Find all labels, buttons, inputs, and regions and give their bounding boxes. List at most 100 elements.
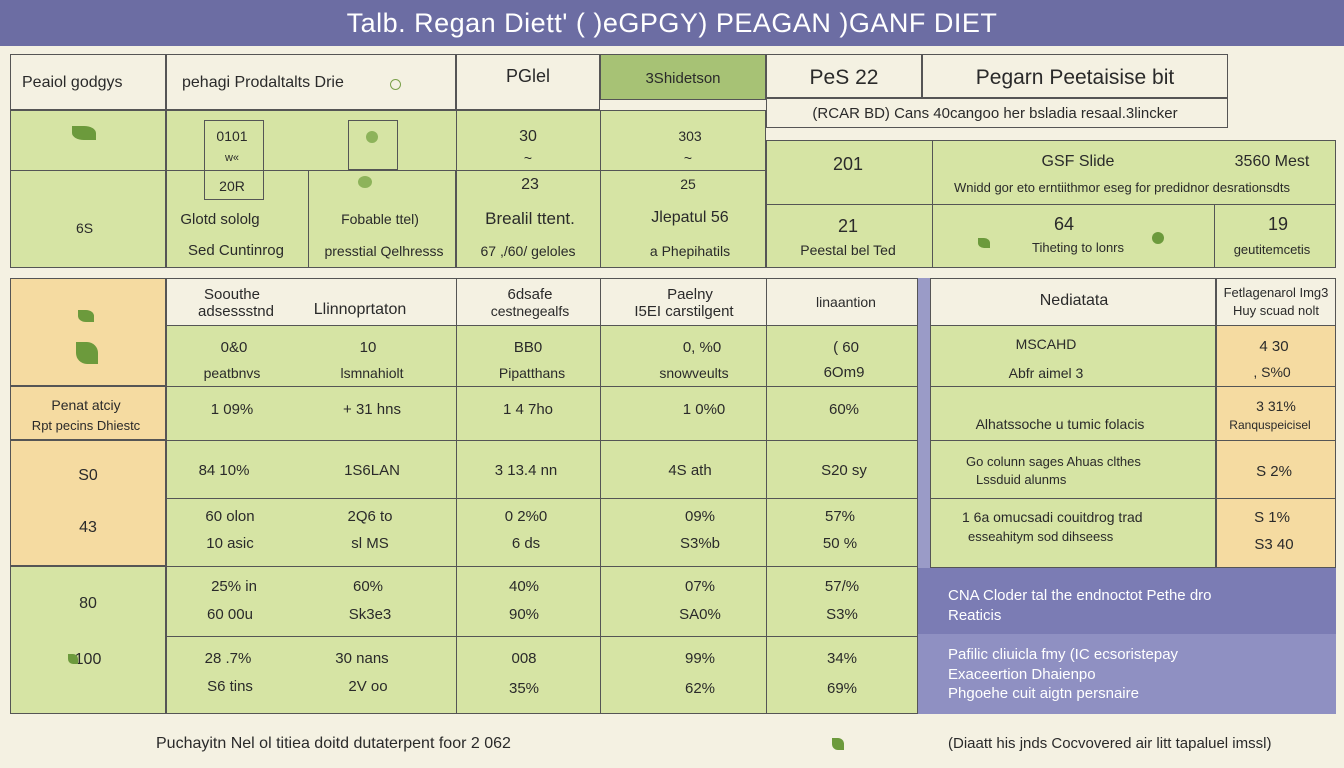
purple-panel-light	[918, 634, 1336, 714]
row-c-c7c: S3 40	[1254, 536, 1294, 553]
row-b-c7b: Ranquspeicisel	[1229, 418, 1311, 432]
row-d-c3a: 40%	[508, 578, 540, 595]
top-c3-c: 23	[521, 176, 539, 193]
top-c4-a: 303	[678, 128, 702, 144]
row-d-c1d: S6 tins	[207, 678, 253, 695]
top-c3-a: 30	[519, 128, 537, 145]
leaf-icon	[1152, 232, 1164, 244]
footer-right: (Diaatt his jnds Cocvovered air litt tap…	[948, 735, 1272, 752]
row-c-c3c: 6 ds	[511, 535, 541, 552]
row-c-label-b: 43	[79, 519, 97, 536]
top-header-cell-5	[766, 54, 922, 98]
row-d-label-a: 80	[79, 595, 97, 612]
row-c-c3a: 3 13.4 nn	[494, 462, 558, 479]
top-r1-e: 3560 Mest	[1234, 153, 1310, 170]
row-a-c2b: lsmnahiolt	[340, 365, 404, 381]
mid-header-1a: Soouthe	[204, 286, 260, 303]
main-grid	[166, 278, 918, 714]
row-c-label-a: S0	[78, 467, 98, 484]
row-c-c5c: 50 %	[822, 535, 858, 552]
panel-line-1: CNA Cloder tal the endnoctot Pethe dro	[948, 587, 1212, 604]
panel-line-2: Reaticis	[948, 607, 1002, 624]
row-d-c5c: 34%	[826, 650, 858, 667]
row-d-c4d: 62%	[684, 680, 716, 697]
top-c3-e: 67 ,/60/ geloles	[480, 243, 576, 259]
row-c-c5b: 57%	[824, 508, 856, 525]
main-far-right-header	[1216, 278, 1336, 326]
leaf-icon	[358, 176, 372, 188]
row-c-c1a: 84 10%	[198, 462, 250, 479]
row-b-c5: 60%	[828, 401, 860, 418]
row-b-c4: 1 0%0	[682, 401, 726, 418]
leaf-icon	[978, 238, 990, 248]
row-c-c4c: S3%b	[679, 535, 721, 552]
panel-line-5: Phgoehe cuit aigtn persnaire	[948, 685, 1139, 702]
top-header-label-2: pehagi Prodaltalts Drie	[182, 74, 344, 91]
panel-line-4: Exaceertion Dhaienpo	[948, 666, 1096, 683]
panel-line-3: Pafilic cliuicla fmy (IC ecsoristepay	[948, 646, 1179, 663]
row-c-c2c: sl MS	[351, 535, 389, 552]
top-c4-b: ~	[683, 150, 693, 166]
row-c-c6c: 1 6a omucsadi couitdrog trad	[962, 509, 1143, 525]
row-c-c5a: S20 sy	[821, 462, 867, 479]
top-header-cell-4	[600, 54, 766, 100]
row-c-c7a: S 2%	[1256, 463, 1292, 480]
row-a-c7b: , S%0	[1253, 364, 1291, 380]
mid-header-4a: Paelny	[667, 286, 713, 303]
top-r1-a: 201	[832, 154, 864, 174]
top-c2-b: presstial Qelhresss	[324, 243, 444, 259]
top-r2-b: 64	[1053, 214, 1075, 234]
top-c1-d: Glotd sololg	[180, 211, 260, 228]
top-header-label-5: PeS 22	[809, 66, 879, 89]
row-c-c6d: esseahitym sod dihseess	[968, 529, 1114, 544]
row-d-c5d: 69%	[826, 680, 858, 697]
row-b-c3: 1 4 7ho	[502, 401, 554, 418]
row-d-c3c: 008	[511, 650, 537, 667]
top-inner-box-3	[308, 170, 456, 268]
row-a-c6b: Abfr aimel 3	[1008, 365, 1084, 381]
row-d-c2a: 60%	[352, 578, 384, 595]
mid-header-2: Llinnoprtaton	[313, 301, 407, 318]
circle-icon	[390, 79, 401, 90]
row-a-c1b: peatbnvs	[203, 365, 261, 381]
top-c2-a: Fobable ttel)	[341, 211, 419, 227]
top-c1-b: w«	[224, 152, 240, 164]
main-header-row	[166, 278, 918, 326]
top-header-label-1: Peaiol godgys	[22, 74, 123, 91]
main-right-col	[930, 278, 1216, 568]
row-b-c7a: 3 31%	[1256, 398, 1296, 414]
top-row-label: 6S	[76, 220, 94, 236]
page-title: Talb. Regan Diett' ( )eGPGY) PEAGAN )GAN…	[0, 0, 1344, 46]
leaf-icon	[832, 738, 844, 750]
leaf-icon	[366, 131, 378, 143]
leaf-icon	[78, 310, 94, 322]
mid-header-5: linaantion	[816, 294, 876, 310]
row-a-c5b: 6Om9	[823, 364, 865, 381]
top-inner-box-1	[204, 120, 264, 200]
row-c-c7b: S 1%	[1254, 509, 1290, 526]
top-header-label-7: (RCAR BD) Cans 40cangoo her bsladia resa…	[812, 105, 1178, 122]
top-body-mid	[166, 110, 766, 268]
main-right-header	[930, 278, 1216, 326]
row-a-c6a: MSCAHD	[1015, 336, 1077, 352]
top-c3-b: ~	[523, 150, 533, 166]
row-c-c1c: 10 asic	[206, 535, 254, 552]
top-header-cell-3	[456, 54, 600, 110]
top-header-cell-1	[10, 54, 166, 110]
top-c1-a: 0101	[216, 128, 248, 144]
mid-header-3a: 6dsafe	[507, 286, 553, 303]
leaf-icon	[76, 342, 98, 364]
row-a-c3a: BB0	[513, 339, 543, 356]
row-d-c4a: 07%	[684, 578, 716, 595]
row-b-label-b: Rpt pecins Dhiestc	[31, 418, 141, 433]
row-d-c3d: 35%	[508, 680, 540, 697]
row-d-c1c: 28 .7%	[204, 650, 252, 667]
top-c1-e: Sed Cuntinrog	[188, 242, 284, 259]
row-a-c7a: 4 30	[1259, 338, 1289, 355]
top-r2-a: 21	[837, 216, 859, 236]
row-c-c2b: 2Q6 to	[347, 508, 393, 525]
row-d-c1a: 25% in	[211, 578, 257, 595]
row-d-c2b: Sk3e3	[348, 606, 392, 623]
row-b-c2: + 31 hns	[343, 401, 401, 418]
row-d-label-b: 100	[74, 651, 102, 668]
